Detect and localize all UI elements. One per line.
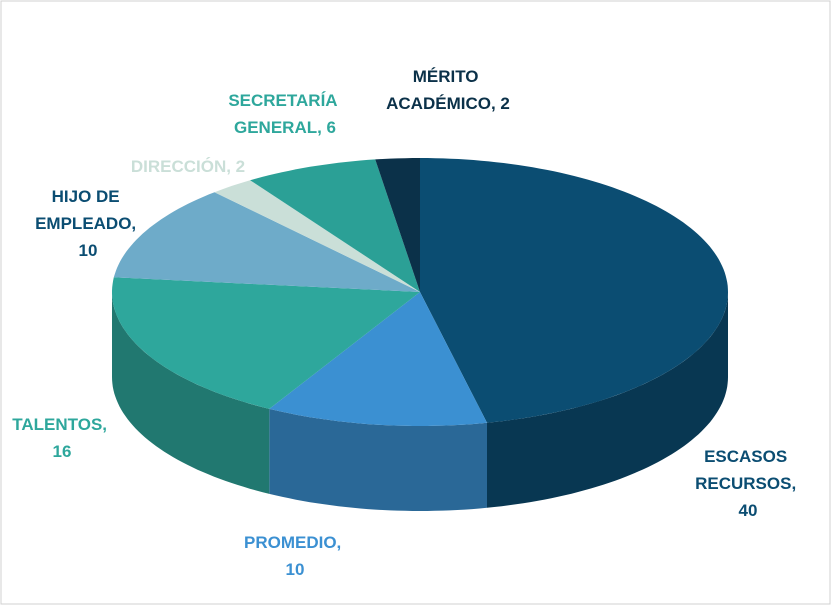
label-line: PROMEDIO,: [244, 533, 346, 552]
data-label: HIJO DE EMPLEADO, 10: [35, 187, 141, 260]
pie-slice: [250, 159, 420, 292]
pie-tops: [112, 158, 728, 426]
pie-slice: [269, 292, 487, 426]
pie-slice: [113, 192, 421, 292]
label-line: ESCASOS: [704, 447, 792, 466]
pie-slice: [375, 158, 420, 292]
label-line: TALENTOS,: [12, 415, 112, 434]
label-line: DIRECCIÓN, 2: [131, 157, 245, 176]
label-line: GENERAL, 6: [234, 118, 336, 137]
data-label: MÉRITO ACADÉMICO, 2: [386, 67, 510, 113]
label-line: 10: [79, 241, 98, 260]
pie-side: [112, 292, 270, 494]
label-line: 16: [53, 442, 72, 461]
label-line: 40: [739, 501, 758, 520]
label-line: RECURSOS,: [695, 474, 801, 493]
data-label: ESCASOS RECURSOS, 40: [695, 447, 801, 520]
pie-sides: [112, 292, 728, 511]
label-line: HIJO DE: [52, 187, 125, 206]
pie-side: [487, 292, 728, 508]
label-line: SECRETARÍA: [228, 91, 341, 110]
data-label: TALENTOS, 16: [12, 415, 112, 461]
pie-slice: [214, 180, 420, 292]
data-labels: ESCASOS RECURSOS, 40 PROMEDIO, 10 TALENTOS…: [12, 67, 801, 579]
data-label: SECRETARÍA GENERAL, 6: [228, 91, 341, 137]
data-label: PROMEDIO, 10: [244, 533, 346, 579]
pie-slice: [420, 158, 728, 423]
label-line: EMPLEADO,: [35, 214, 141, 233]
data-label: DIRECCIÓN, 2: [131, 157, 245, 176]
pie-side: [269, 408, 487, 511]
pie-slice: [112, 277, 420, 409]
label-line: MÉRITO: [413, 67, 484, 86]
label-line: ACADÉMICO, 2: [386, 94, 510, 113]
label-line: 10: [286, 560, 305, 579]
